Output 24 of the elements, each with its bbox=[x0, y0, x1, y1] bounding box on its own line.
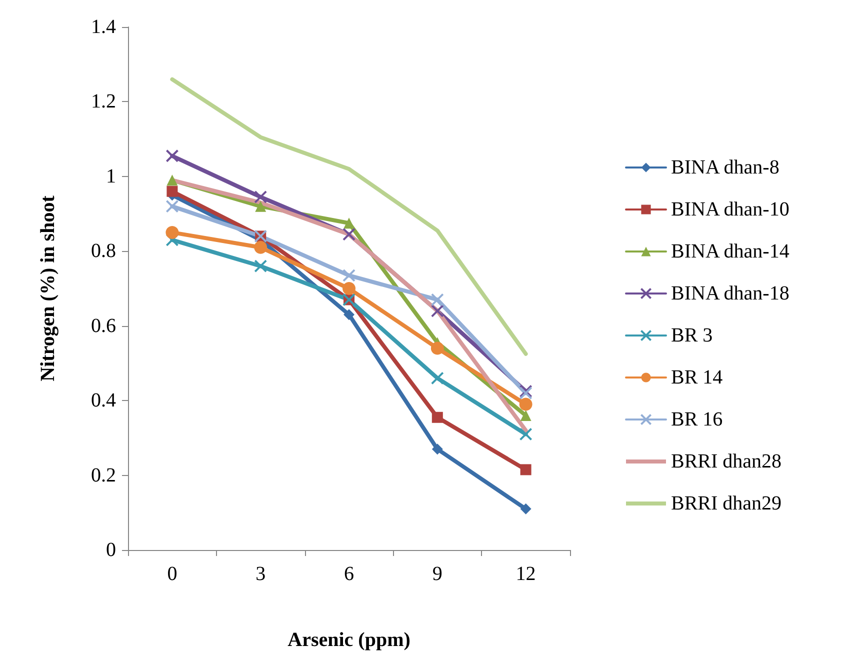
y-tick-label: 1.2 bbox=[91, 90, 116, 113]
y-tick-label: 0.8 bbox=[91, 240, 116, 262]
legend-label: BINA dhan-14 bbox=[671, 240, 790, 262]
legend-label: BINA dhan-10 bbox=[671, 198, 790, 220]
x-tick-label: 3 bbox=[256, 563, 266, 585]
x-axis-title: Arsenic (ppm) bbox=[288, 629, 410, 651]
y-tick-label: 0.2 bbox=[91, 464, 116, 486]
y-tick-label: 0.6 bbox=[91, 314, 116, 337]
y-tick-label: 1.4 bbox=[91, 16, 116, 38]
x-tick-label: 6 bbox=[344, 563, 354, 585]
y-tick-label: 0.4 bbox=[91, 390, 116, 412]
legend-label: BR 16 bbox=[671, 408, 723, 430]
x-tick-label: 9 bbox=[432, 563, 442, 585]
legend-label: BRRI dhan28 bbox=[671, 450, 782, 472]
y-tick-label: 1 bbox=[106, 165, 116, 188]
legend-label: BINA dhan-8 bbox=[671, 156, 780, 178]
legend-label: BRRI dhan29 bbox=[671, 492, 782, 514]
x-tick-label: 12 bbox=[516, 563, 536, 585]
y-axis-title: Nitrogen (%) in shoot bbox=[37, 195, 59, 382]
legend-label: BR 14 bbox=[671, 366, 723, 388]
legend-label: BR 3 bbox=[671, 324, 713, 346]
y-tick-label: 0 bbox=[106, 539, 116, 561]
x-tick-label: 0 bbox=[167, 563, 178, 585]
legend-label: BINA dhan-18 bbox=[671, 282, 790, 304]
